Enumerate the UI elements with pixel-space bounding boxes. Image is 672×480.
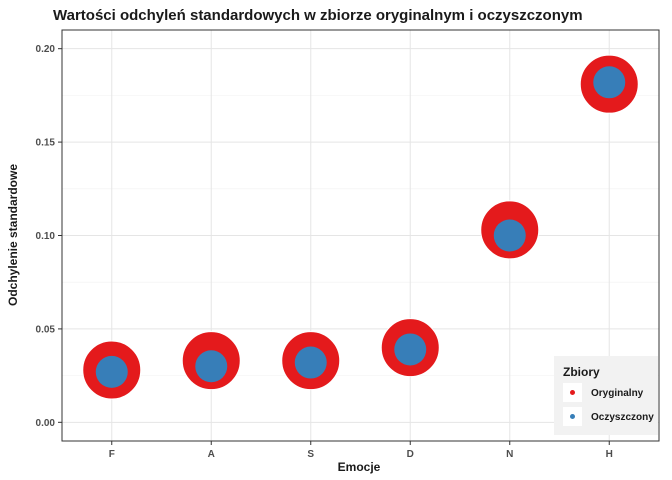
- y-tick-label: 0.00: [36, 418, 56, 429]
- point-cleaned-S: [294, 346, 327, 379]
- legend-key-cleaned: [570, 414, 575, 419]
- point-cleaned-F: [95, 355, 128, 388]
- point-cleaned-D: [394, 333, 427, 366]
- y-tick-label: 0.15: [36, 138, 56, 149]
- legend-key-original: [570, 390, 575, 395]
- x-tick-label: F: [109, 449, 115, 460]
- x-tick-label: H: [606, 449, 613, 460]
- y-tick-label: 0.10: [36, 231, 56, 242]
- legend: Zbiory Oryginalny Oczyszczony: [554, 356, 658, 435]
- x-tick-label: N: [506, 449, 513, 460]
- x-tick-label: D: [407, 449, 414, 460]
- point-cleaned-A: [195, 350, 228, 383]
- chart-title: Wartości odchyleń standardowych w zbiorz…: [53, 7, 583, 24]
- data-marks: [82, 54, 639, 400]
- x-tick-label: A: [208, 449, 215, 460]
- x-axis-title: Emocje: [338, 460, 381, 474]
- legend-label-original: Oryginalny: [591, 388, 644, 399]
- legend-title: Zbiory: [563, 365, 600, 379]
- y-tick-label: 0.20: [36, 44, 56, 55]
- y-axis-title: Odchylenie standardowe: [6, 164, 20, 306]
- point-cleaned-N: [493, 219, 526, 252]
- legend-label-cleaned: Oczyszczony: [591, 412, 654, 423]
- y-axis-ticks: 0.00 0.05 0.10 0.15 0.20: [36, 44, 62, 429]
- point-cleaned-H: [593, 66, 626, 99]
- y-tick-label: 0.05: [36, 324, 56, 335]
- x-tick-label: S: [307, 449, 314, 460]
